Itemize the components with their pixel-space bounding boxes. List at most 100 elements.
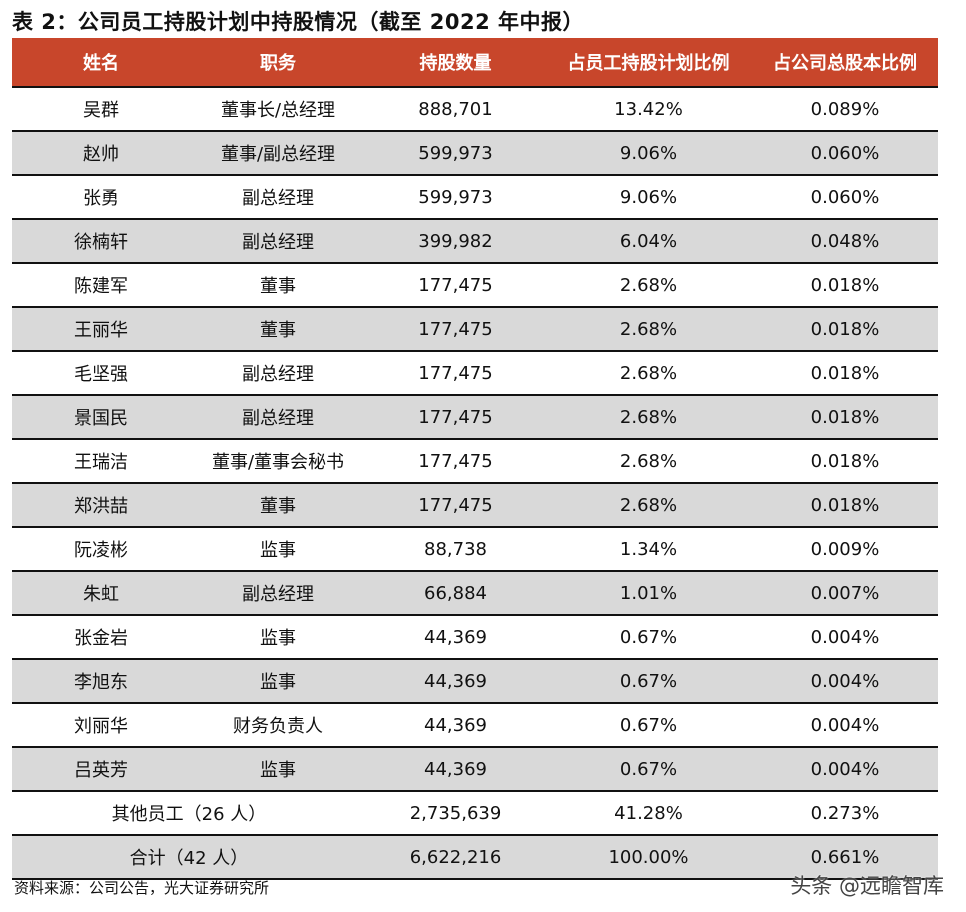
shareholding-table: 姓名 职务 持股数量 占员工持股计划比例 占公司总股本比例 吴群 董事长/总经理 888,7… (12, 38, 938, 880)
table-cell: 177,475 (366, 262, 545, 307)
table-row: 景国民 副总经理 177,475 2.68% 0.018% (12, 394, 938, 439)
table-row: 阮凌彬 监事 88,738 1.34% 0.009% (12, 526, 938, 571)
table-cell: 张勇 (12, 174, 190, 219)
table-cell: 9.06% (545, 174, 752, 219)
table-cell: 景国民 (12, 394, 190, 439)
table-cell: 2,735,639 (366, 790, 545, 835)
table-cell: 副总经理 (190, 570, 366, 615)
table-row: 张金岩 监事 44,369 0.67% 0.004% (12, 614, 938, 659)
table-cell: 2.68% (545, 394, 752, 439)
table-cell: 0.004% (752, 746, 938, 791)
table-cell: 吕英芳 (12, 746, 190, 791)
table-cell: 177,475 (366, 306, 545, 351)
table-row: 徐楠轩 副总经理 399,982 6.04% 0.048% (12, 218, 938, 263)
table-cell: 刘丽华 (12, 702, 190, 747)
table-cell: 副总经理 (190, 350, 366, 395)
table-cell: 董事长/总经理 (190, 86, 366, 131)
table-cell: 2.68% (545, 350, 752, 395)
table-cell: 副总经理 (190, 394, 366, 439)
table-row: 毛坚强 副总经理 177,475 2.68% 0.018% (12, 350, 938, 395)
table-cell: 副总经理 (190, 218, 366, 263)
table-cell: 董事 (190, 262, 366, 307)
table-cell: 董事/董事会秘书 (190, 438, 366, 483)
table-cell: 监事 (190, 614, 366, 659)
table-cell: 陈建军 (12, 262, 190, 307)
column-header: 职务 (190, 38, 366, 87)
total-row: 合计（42 人） 6,622,216 100.00% 0.661% (12, 834, 938, 880)
table-cell: 监事 (190, 746, 366, 791)
table-cell: 王瑞洁 (12, 438, 190, 483)
table-cell: 副总经理 (190, 174, 366, 219)
table-row: 朱虹 副总经理 66,884 1.01% 0.007% (12, 570, 938, 615)
table-cell: 0.060% (752, 130, 938, 175)
table-cell: 177,475 (366, 350, 545, 395)
table-cell: 44,369 (366, 614, 545, 659)
table-row: 赵帅 董事/副总经理 599,973 9.06% 0.060% (12, 130, 938, 175)
table-cell: 0.018% (752, 306, 938, 351)
table-row: 张勇 副总经理 599,973 9.06% 0.060% (12, 174, 938, 219)
table-cell: 66,884 (366, 570, 545, 615)
table-cell: 0.089% (752, 86, 938, 131)
table-cell: 董事 (190, 306, 366, 351)
column-header: 持股数量 (366, 38, 545, 87)
table-cell: 0.048% (752, 218, 938, 263)
table-cell: 0.009% (752, 526, 938, 571)
table-cell: 0.661% (752, 834, 938, 880)
table-cell: 2.68% (545, 262, 752, 307)
table-cell: 0.273% (752, 790, 938, 835)
table-cell: 0.018% (752, 438, 938, 483)
table-row: 吴群 董事长/总经理 888,701 13.42% 0.089% (12, 86, 938, 131)
table-cell: 毛坚强 (12, 350, 190, 395)
table-cell: 399,982 (366, 218, 545, 263)
table-cell: 0.018% (752, 482, 938, 527)
table-cell: 44,369 (366, 746, 545, 791)
table-cell: 177,475 (366, 438, 545, 483)
table-cell: 0.018% (752, 350, 938, 395)
table-cell: 100.00% (545, 834, 752, 880)
table-cell: 0.67% (545, 658, 752, 703)
table-row: 王丽华 董事 177,475 2.68% 0.018% (12, 306, 938, 351)
table-cell: 监事 (190, 658, 366, 703)
table-row: 陈建军 董事 177,475 2.68% 0.018% (12, 262, 938, 307)
table-row: 吕英芳 监事 44,369 0.67% 0.004% (12, 746, 938, 791)
table-cell: 董事 (190, 482, 366, 527)
table-cell: 李旭东 (12, 658, 190, 703)
table-title: 表 2：公司员工持股计划中持股情况（截至 2022 年中报） (12, 10, 584, 34)
column-header: 姓名 (12, 38, 190, 87)
table-row: 李旭东 监事 44,369 0.67% 0.004% (12, 658, 938, 703)
table-cell: 599,973 (366, 174, 545, 219)
table-cell: 其他员工（26 人） (12, 790, 366, 835)
table-cell: 44,369 (366, 702, 545, 747)
table-cell: 0.004% (752, 658, 938, 703)
table-cell: 监事 (190, 526, 366, 571)
source-note: 资料来源：公司公告，光大证券研究所 (14, 879, 270, 897)
table-cell: 0.004% (752, 702, 938, 747)
table-cell: 吴群 (12, 86, 190, 131)
column-header: 占公司总股本比例 (752, 38, 938, 87)
table-row: 王瑞洁 董事/董事会秘书 177,475 2.68% 0.018% (12, 438, 938, 483)
table-row: 刘丽华 财务负责人 44,369 0.67% 0.004% (12, 702, 938, 747)
table-cell: 王丽华 (12, 306, 190, 351)
table-cell: 0.060% (752, 174, 938, 219)
table-cell: 0.007% (752, 570, 938, 615)
table-cell: 177,475 (366, 394, 545, 439)
table-cell: 13.42% (545, 86, 752, 131)
table-cell: 0.018% (752, 262, 938, 307)
table-cell: 朱虹 (12, 570, 190, 615)
table-cell: 0.67% (545, 746, 752, 791)
header-row: 姓名 职务 持股数量 占员工持股计划比例 占公司总股本比例 (12, 38, 938, 87)
column-header: 占员工持股计划比例 (545, 38, 752, 87)
table-cell: 徐楠轩 (12, 218, 190, 263)
table-cell: 0.004% (752, 614, 938, 659)
table-cell: 2.68% (545, 438, 752, 483)
table-cell: 0.67% (545, 702, 752, 747)
table-cell: 88,738 (366, 526, 545, 571)
table-cell: 6.04% (545, 218, 752, 263)
table-cell: 1.01% (545, 570, 752, 615)
table-cell: 财务负责人 (190, 702, 366, 747)
other-row: 其他员工（26 人） 2,735,639 41.28% 0.273% (12, 790, 938, 835)
watermark: 头条 @远瞻智库 (790, 874, 944, 898)
table-cell: 张金岩 (12, 614, 190, 659)
table-row: 郑洪喆 董事 177,475 2.68% 0.018% (12, 482, 938, 527)
table-cell: 9.06% (545, 130, 752, 175)
